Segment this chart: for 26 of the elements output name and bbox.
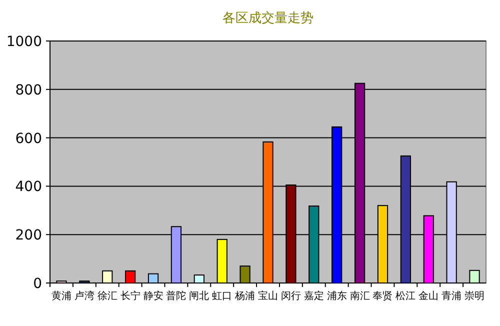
x-tick-label: 闸北	[189, 290, 210, 302]
x-tick-label: 普陀	[166, 290, 186, 302]
y-tick-label: 600	[15, 130, 42, 147]
x-tick-label: 奉贤	[372, 290, 393, 302]
x-tick-label: 黄浦	[51, 290, 72, 302]
y-tick-label: 0	[33, 276, 42, 292]
x-tick-label: 崇明	[464, 290, 485, 302]
x-tick-label: 静安	[143, 290, 164, 302]
x-tick-label: 卢湾	[74, 290, 94, 302]
x-tick-label: 杨浦	[234, 290, 256, 302]
x-tick-label: 嘉定	[304, 290, 324, 302]
x-tick-label: 闵行	[280, 290, 301, 302]
chart-title: 各区成交量走势	[222, 10, 314, 26]
y-tick-label: 800	[15, 82, 42, 98]
x-tick-label: 南汇	[350, 290, 370, 302]
y-tick-label: 400	[15, 179, 42, 196]
y-tick-label: 1000	[6, 34, 42, 50]
x-tick-label: 徐汇	[97, 290, 118, 302]
x-tick-label: 金山	[418, 290, 439, 302]
x-tick-label: 青浦	[442, 290, 462, 302]
x-tick-label: 长宁	[120, 290, 140, 302]
y-tick-label: 200	[15, 228, 42, 244]
x-tick-label: 松江	[396, 290, 416, 302]
x-tick-label: 浦东	[326, 290, 347, 302]
x-tick-label: 虹口	[212, 290, 232, 302]
x-tick-label: 宝山	[258, 290, 278, 302]
